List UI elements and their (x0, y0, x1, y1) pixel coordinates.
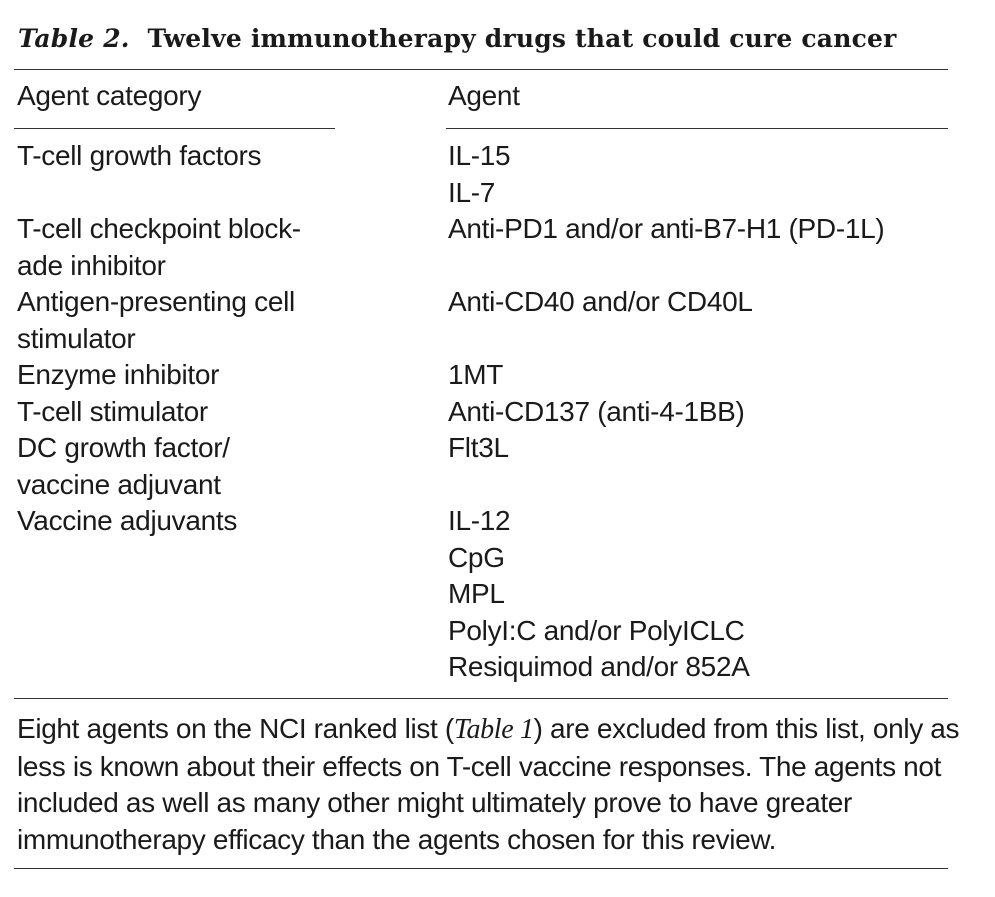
agent-category-line: ade inhibitor (17, 249, 166, 281)
agent-category-line: Antigen-presenting cell (17, 286, 295, 317)
agent-category-cell: Vaccine adjuvants (17, 503, 337, 540)
agent-category-line: stimulator (17, 322, 136, 354)
agent-category-line: Enzyme inhibitor (17, 359, 220, 390)
agent-name: MPL (448, 578, 505, 609)
agent-cell: Anti-CD40 and/or CD40L (448, 284, 968, 321)
agent-name: PolyI:C and/or PolyICLC (448, 614, 745, 646)
agent-cell: 1MT (448, 357, 968, 394)
agent-category-cell: Enzyme inhibitor (17, 357, 337, 394)
table-label: Table 2. (18, 24, 130, 53)
header-rule-category (14, 128, 335, 129)
agent-cell: Anti-PD1 and/or anti-B7-H1 (PD-1L) (448, 211, 968, 248)
agent-name: Flt3L (448, 432, 509, 463)
agent-cell: IL-12 CpG MPL PolyI:C and/or PolyICLC Resiqu… (448, 503, 968, 686)
footnote-bottom-rule (14, 868, 948, 869)
footnote-text-before: Eight agents on the NCI ranked list ( (17, 713, 454, 744)
agent-name: Anti-CD137 (anti-4-1BB) (448, 395, 745, 427)
agent-cell: Anti-CD137 (anti-4-1BB) (448, 394, 968, 431)
agent-name: 1MT (448, 359, 504, 390)
agent-category-line: vaccine adjuvant (17, 468, 221, 500)
agent-category-line: DC growth factor/ (17, 432, 230, 463)
footnote-text-after: ) are excluded from this list, only as l… (17, 713, 960, 855)
column-header-agent: Agent (448, 80, 520, 111)
agent-category-line: Vaccine adjuvants (17, 505, 238, 536)
agent-category-cell: DC growth factor/vaccine adjuvant (17, 430, 337, 503)
body-bottom-rule (14, 698, 948, 699)
agent-category-line: T-cell stimulator (17, 395, 208, 427)
table-title-text: Twelve immunotherapy drugs that could cu… (147, 24, 897, 53)
agent-name: Resiquimod and/or 852A (448, 651, 750, 682)
agent-name: CpG (448, 541, 505, 573)
agent-category-cell: Antigen-presenting cell stimulator (17, 284, 337, 357)
agent-category-cell: T-cell growth factors (17, 138, 337, 175)
footnote-table-reference: Table 1 (453, 714, 534, 745)
table-title: Table 2. Twelve immunotherapy drugs that… (18, 24, 896, 53)
agent-cell: IL-15 IL-7 (448, 138, 968, 211)
header-rule-agent (446, 128, 948, 129)
table-footnote: Eight agents on the NCI ranked list (Tab… (17, 711, 962, 858)
agent-category-cell: T-cell stimulator (17, 394, 337, 431)
agent-name: IL-7 (448, 176, 496, 208)
agent-category-line: T-cell checkpoint block- (17, 213, 301, 244)
agent-category-cell: T-cell checkpoint block-ade inhibitor (17, 211, 337, 284)
agent-name: Anti-PD1 and/or anti-B7-H1 (PD-1L) (448, 213, 885, 244)
agent-name: Anti-CD40 and/or CD40L (448, 286, 753, 317)
agent-name: IL-12 (448, 505, 511, 536)
top-rule (14, 69, 948, 70)
agent-category-line: T-cell growth factors (17, 140, 262, 171)
agent-cell: Flt3L (448, 430, 968, 467)
column-header-category: Agent category (17, 80, 202, 111)
agent-name: IL-15 (448, 140, 511, 171)
